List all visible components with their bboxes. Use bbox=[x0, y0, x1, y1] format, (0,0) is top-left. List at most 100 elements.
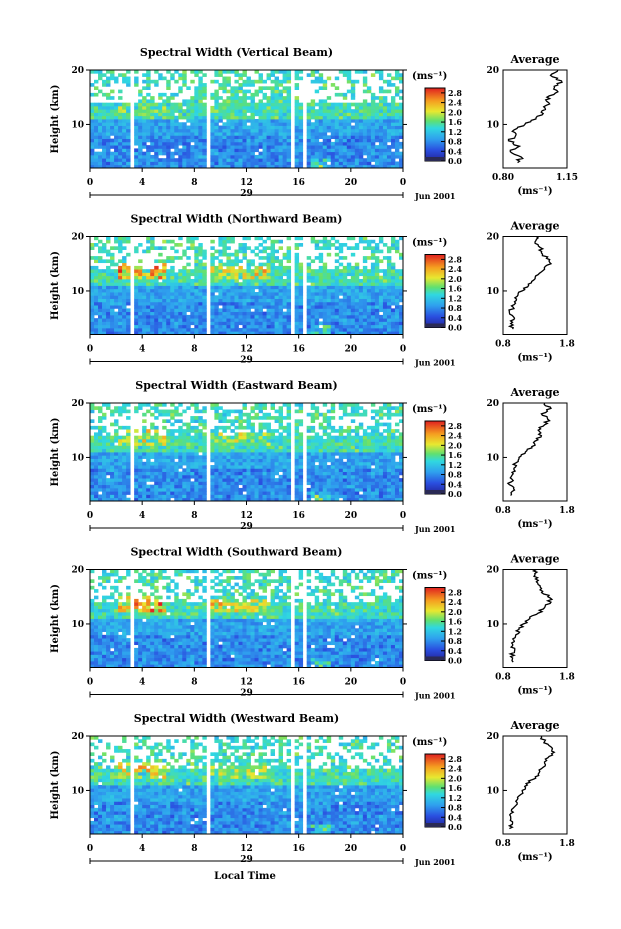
profile-line bbox=[507, 235, 553, 330]
profile-x-tick: 0.8 bbox=[495, 340, 511, 350]
colorbar-tick-label: 0.0 bbox=[448, 656, 462, 666]
colorbar bbox=[424, 420, 446, 495]
profile-x-tick: 1.8 bbox=[559, 340, 575, 350]
x-tick-label: 8 bbox=[191, 844, 197, 854]
x-tick-label: 0 bbox=[87, 678, 93, 688]
y-axis-label: Height (km) bbox=[50, 418, 61, 487]
y-tick-label: 10 bbox=[71, 453, 84, 463]
panel-title: Spectral Width (Vertical Beam) bbox=[140, 46, 333, 59]
colorbar-unit: (ms⁻¹) bbox=[412, 238, 447, 249]
x-tick-label: 0 bbox=[87, 844, 93, 854]
panel-title: Spectral Width (Southward Beam) bbox=[130, 546, 342, 559]
colorbar-tick-label: 2.8 bbox=[448, 421, 462, 431]
colorbar-tick-label: 0.0 bbox=[448, 323, 462, 333]
panel-2: Spectral Width (Eastward Beam) 10 20 Height… bbox=[50, 379, 575, 534]
colorbar-tick-label: 0.0 bbox=[448, 822, 462, 832]
x-tick-label: 12 bbox=[240, 511, 253, 521]
colorbar-tick-label: 1.2 bbox=[448, 460, 462, 470]
profile-xlabel: (ms⁻¹) bbox=[517, 353, 552, 364]
profile-line bbox=[507, 735, 556, 830]
colorbar-tick-label: 0.8 bbox=[448, 303, 462, 313]
profile-xlabel: (ms⁻¹) bbox=[517, 852, 552, 863]
colorbar-tick-label: 2.8 bbox=[448, 88, 462, 98]
profile-panel: Average 10 20 0.80 1.15 (ms⁻¹) bbox=[486, 53, 577, 197]
y-tick-label: 10 bbox=[71, 120, 84, 130]
panel-4: Spectral Width (Westward Beam) 10 20 Height… bbox=[50, 712, 575, 867]
colorbar-unit: (ms⁻¹) bbox=[412, 737, 447, 748]
profile-panel: Average 10 20 0.8 1.8 (ms⁻¹) bbox=[486, 220, 574, 364]
day-label: 29 bbox=[240, 855, 253, 865]
colorbar-tick-label: 0.8 bbox=[448, 470, 462, 480]
x-tick-label: 4 bbox=[139, 678, 145, 688]
x-tick-label: 8 bbox=[191, 178, 197, 188]
y-axis-label: Height (km) bbox=[50, 584, 61, 653]
profile-xlabel: (ms⁻¹) bbox=[517, 686, 552, 697]
profile-xlabel: (ms⁻¹) bbox=[517, 186, 552, 197]
date-label: Jun 2001 bbox=[414, 857, 455, 867]
colorbar-tick-label: 2.4 bbox=[448, 597, 462, 607]
day-label: 29 bbox=[240, 189, 253, 199]
x-tick-label: 0 bbox=[87, 345, 93, 355]
x-tick-label: 4 bbox=[139, 345, 145, 355]
colorbar-tick-label: 0.4 bbox=[448, 146, 462, 156]
x-tick-label: 0 bbox=[400, 345, 406, 355]
profile-y-tick: 10 bbox=[486, 620, 499, 630]
profile-title: Average bbox=[509, 553, 559, 566]
profile-x-tick: 1.15 bbox=[556, 173, 578, 183]
colorbar-tick-label: 2.0 bbox=[448, 274, 462, 284]
colorbar-tick-label: 2.8 bbox=[448, 254, 462, 264]
panel-title: Spectral Width (Northward Beam) bbox=[131, 213, 343, 226]
x-tick-label: 8 bbox=[191, 511, 197, 521]
colorbar-unit: (ms⁻¹) bbox=[412, 571, 447, 582]
y-tick-label: 10 bbox=[71, 786, 84, 796]
profile-y-tick: 20 bbox=[486, 399, 499, 409]
x-tick-label: 12 bbox=[240, 678, 253, 688]
heatmap-cells bbox=[90, 403, 404, 502]
colorbar-unit: (ms⁻¹) bbox=[412, 404, 447, 415]
x-tick-label: 0 bbox=[400, 678, 406, 688]
date-label: Jun 2001 bbox=[414, 691, 455, 701]
y-tick-label: 20 bbox=[71, 233, 84, 243]
colorbar-tick-label: 0.8 bbox=[448, 636, 462, 646]
profile-x-tick: 1.8 bbox=[559, 839, 575, 849]
colorbar-tick-label: 2.8 bbox=[448, 754, 462, 764]
profile-line bbox=[506, 402, 552, 496]
colorbar-tick-label: 2.4 bbox=[448, 764, 462, 774]
x-tick-label: 20 bbox=[345, 345, 358, 355]
profile-y-tick: 20 bbox=[486, 732, 499, 742]
colorbar-tick-label: 0.4 bbox=[448, 812, 462, 822]
x-tick-label: 20 bbox=[345, 511, 358, 521]
colorbar-tick-label: 0.4 bbox=[448, 479, 462, 489]
profile-x-tick: 0.80 bbox=[492, 173, 514, 183]
colorbar-tick-label: 2.8 bbox=[448, 587, 462, 597]
colorbar-tick-label: 0.8 bbox=[448, 803, 462, 813]
y-tick-label: 20 bbox=[71, 399, 84, 409]
profile-y-tick: 10 bbox=[486, 786, 499, 796]
y-tick-label: 10 bbox=[71, 620, 84, 630]
colorbar-tick-label: 0.4 bbox=[448, 646, 462, 656]
colorbar-tick-label: 2.0 bbox=[448, 773, 462, 783]
profile-panel: Average 10 20 0.8 1.8 (ms⁻¹) bbox=[486, 719, 574, 863]
x-tick-label: 4 bbox=[139, 511, 145, 521]
colorbar-tick-label: 0.0 bbox=[448, 489, 462, 499]
y-axis-label: Height (km) bbox=[50, 751, 61, 820]
figure-xlabel: Local Time bbox=[214, 871, 276, 882]
x-tick-label: 0 bbox=[87, 178, 93, 188]
y-axis-label: Height (km) bbox=[50, 251, 61, 320]
colorbar-tick-label: 1.6 bbox=[448, 450, 462, 460]
heatmap-cells bbox=[90, 569, 404, 668]
colorbar-unit: (ms⁻¹) bbox=[412, 71, 447, 82]
x-tick-label: 16 bbox=[292, 511, 305, 521]
colorbar-tick-label: 1.2 bbox=[448, 127, 462, 137]
x-tick-label: 20 bbox=[345, 678, 358, 688]
colorbar bbox=[424, 753, 446, 828]
y-axis-label: Height (km) bbox=[50, 85, 61, 154]
colorbar-tick-label: 2.0 bbox=[448, 440, 462, 450]
profile-title: Average bbox=[509, 386, 559, 399]
x-tick-label: 0 bbox=[87, 511, 93, 521]
colorbar-tick-label: 1.6 bbox=[448, 284, 462, 294]
profile-x-tick: 1.8 bbox=[559, 673, 575, 683]
colorbar-tick-label: 0.8 bbox=[448, 137, 462, 147]
panel-3: Spectral Width (Southward Beam) 10 20 Heigh… bbox=[50, 546, 575, 701]
